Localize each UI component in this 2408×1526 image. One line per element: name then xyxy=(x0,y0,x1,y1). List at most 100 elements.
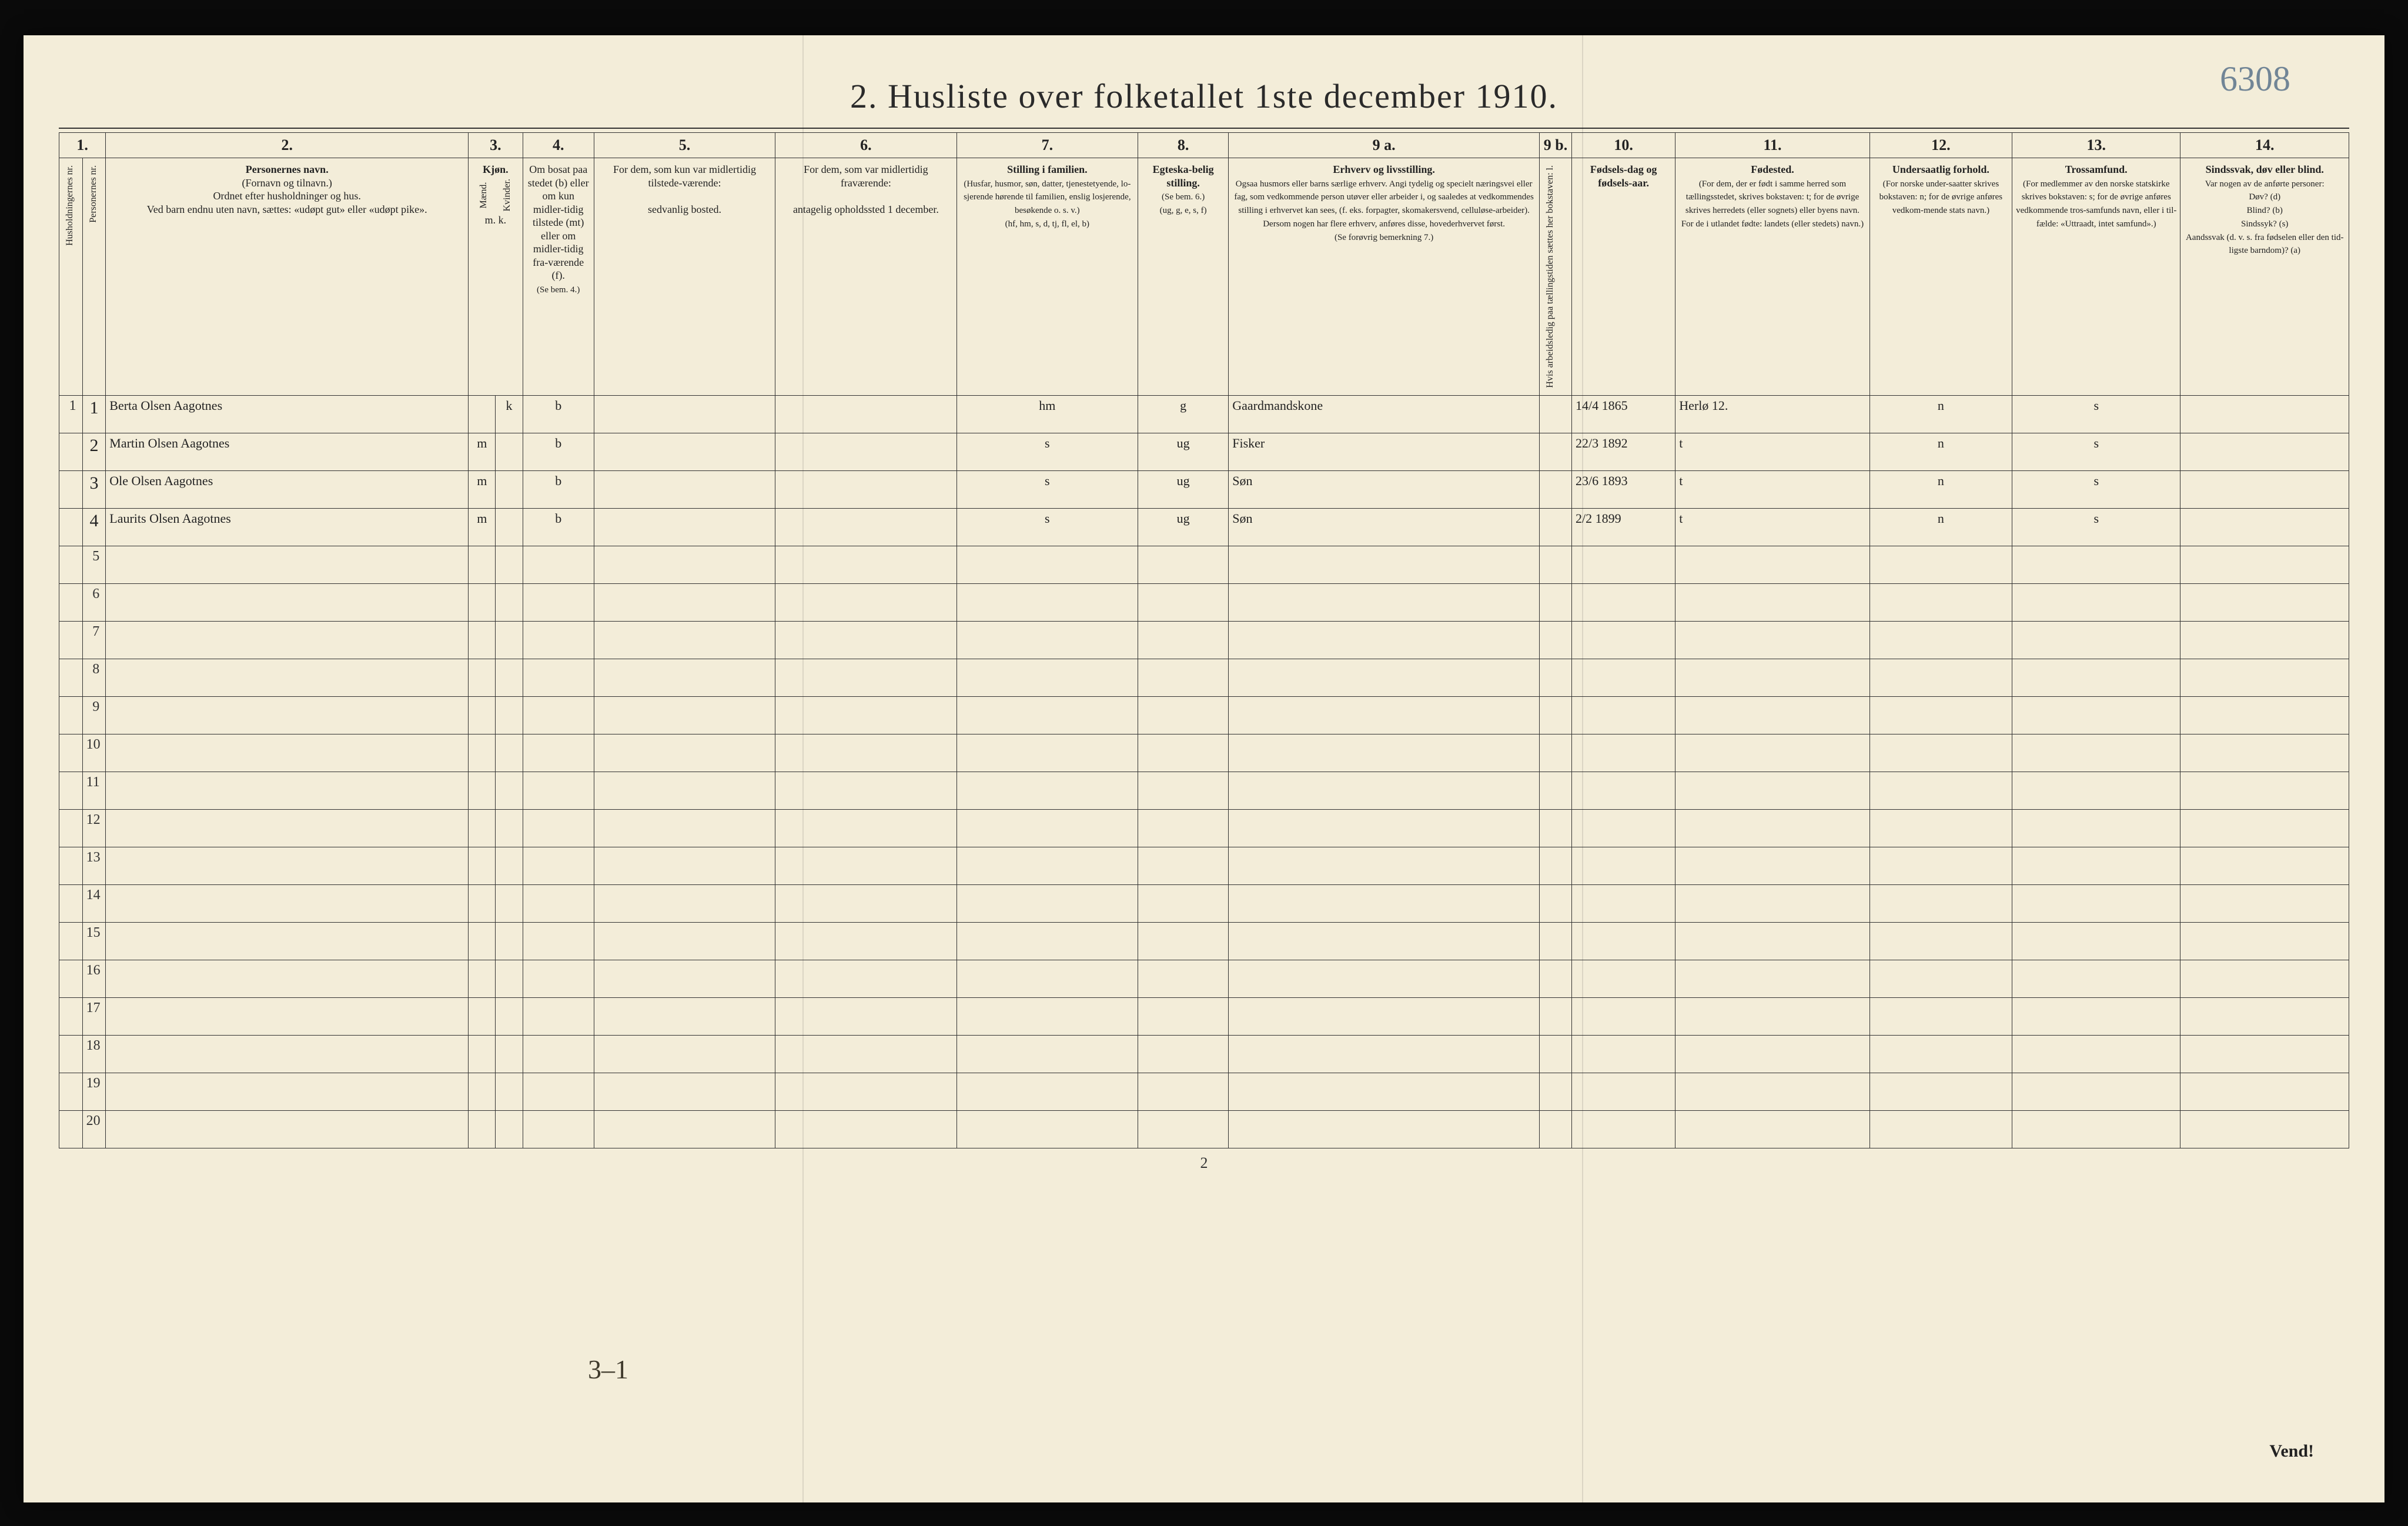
bottom-ink-annotation: 3–1 xyxy=(588,1354,628,1385)
empty-cell xyxy=(523,922,594,960)
colnum-7: 7. xyxy=(956,133,1138,158)
empty-cell xyxy=(1138,809,1229,847)
col12-title: Undersaatlig forhold. xyxy=(1892,163,1989,175)
empty-cell xyxy=(1572,1110,1675,1148)
colnum-8: 8. xyxy=(1138,133,1229,158)
col8-title: Egteska-belig stilling. xyxy=(1153,163,1214,189)
empty-cell xyxy=(1138,546,1229,583)
table-row-empty: 15 xyxy=(59,922,2349,960)
col3-desc: Kjøn. Mænd. Kvinder. m. k. xyxy=(469,158,523,396)
household-num xyxy=(59,546,83,583)
empty-cell xyxy=(1138,621,1229,659)
religion: s xyxy=(2012,470,2180,508)
empty-cell xyxy=(2180,696,2349,734)
empty-cell xyxy=(1869,960,2012,997)
marital-status: ug xyxy=(1138,508,1229,546)
empty-cell xyxy=(469,734,496,772)
title-rule xyxy=(59,128,2349,129)
empty-cell xyxy=(469,809,496,847)
empty-cell xyxy=(106,997,469,1035)
empty-cell xyxy=(469,772,496,809)
empty-cell xyxy=(1229,734,1540,772)
sex-k xyxy=(496,508,523,546)
empty-cell xyxy=(2180,1110,2349,1148)
empty-cell xyxy=(496,621,523,659)
empty-cell xyxy=(2012,546,2180,583)
empty-cell xyxy=(496,1035,523,1073)
empty-cell xyxy=(469,583,496,621)
household-num xyxy=(59,1035,83,1073)
empty-cell xyxy=(2180,960,2349,997)
empty-cell xyxy=(523,997,594,1035)
empty-cell xyxy=(1869,696,2012,734)
occupation: Fisker xyxy=(1229,433,1540,470)
empty-cell xyxy=(496,884,523,922)
empty-cell xyxy=(2012,772,2180,809)
household-num xyxy=(59,470,83,508)
table-row: 4Laurits Olsen AagotnesmbsugSøn2/2 1899t… xyxy=(59,508,2349,546)
empty-cell xyxy=(2180,809,2349,847)
empty-cell xyxy=(594,659,775,696)
table-row-empty: 8 xyxy=(59,659,2349,696)
empty-cell xyxy=(1572,659,1675,696)
empty-cell xyxy=(1869,546,2012,583)
family-position: s xyxy=(956,470,1138,508)
birth-date: 23/6 1893 xyxy=(1572,470,1675,508)
empty-cell xyxy=(1229,659,1540,696)
empty-cell xyxy=(106,960,469,997)
sex-m: m xyxy=(469,508,496,546)
sex-m: m xyxy=(469,470,496,508)
empty-cell xyxy=(594,734,775,772)
table-row-empty: 12 xyxy=(59,809,2349,847)
table-row-empty: 5 xyxy=(59,546,2349,583)
occupation: Søn xyxy=(1229,508,1540,546)
empty-cell xyxy=(956,583,1138,621)
empty-cell xyxy=(594,997,775,1035)
colnum-1: 1. xyxy=(59,133,106,158)
birthplace: t xyxy=(1675,508,1869,546)
empty-cell xyxy=(1229,922,1540,960)
table-row: 2Martin Olsen AagotnesmbsugFisker22/3 18… xyxy=(59,433,2349,470)
person-num: 20 xyxy=(82,1110,106,1148)
empty-cell xyxy=(956,1035,1138,1073)
col10-title: Fødsels-dag og fødsels-aar. xyxy=(1590,163,1657,189)
empty-cell xyxy=(1539,960,1571,997)
empty-cell xyxy=(106,809,469,847)
empty-cell xyxy=(1675,960,1869,997)
colnum-5: 5. xyxy=(594,133,775,158)
col11-sub: (For dem, der er født i samme herred som… xyxy=(1681,179,1864,229)
empty-cell xyxy=(496,583,523,621)
disability xyxy=(2180,508,2349,546)
empty-cell xyxy=(1138,1110,1229,1148)
empty-cell xyxy=(469,1035,496,1073)
empty-cell xyxy=(1572,696,1675,734)
col3-kvinder: Kvinder. xyxy=(500,176,514,214)
empty-cell xyxy=(1572,960,1675,997)
empty-cell xyxy=(594,1035,775,1073)
household-num xyxy=(59,508,83,546)
empty-cell xyxy=(523,546,594,583)
fold-line-2 xyxy=(1582,35,1583,1502)
col14-desc: Sindssvak, døv eller blind. Var nogen av… xyxy=(2180,158,2349,396)
household-num xyxy=(59,1110,83,1148)
empty-cell xyxy=(1138,847,1229,884)
empty-cell xyxy=(1539,1110,1571,1148)
household-num xyxy=(59,583,83,621)
col2-title: Personernes navn. xyxy=(246,163,329,175)
empty-cell xyxy=(106,546,469,583)
table-row-empty: 18 xyxy=(59,1035,2349,1073)
person-num: 5 xyxy=(82,546,106,583)
empty-cell xyxy=(956,809,1138,847)
person-num: 8 xyxy=(82,659,106,696)
empty-cell xyxy=(469,960,496,997)
empty-cell xyxy=(1572,734,1675,772)
empty-cell xyxy=(106,1110,469,1148)
empty-cell xyxy=(1539,922,1571,960)
empty-cell xyxy=(956,659,1138,696)
family-position: s xyxy=(956,508,1138,546)
empty-cell xyxy=(1675,884,1869,922)
empty-cell xyxy=(1138,1073,1229,1110)
empty-cell xyxy=(1869,621,2012,659)
marital-status: ug xyxy=(1138,470,1229,508)
empty-cell xyxy=(1675,997,1869,1035)
